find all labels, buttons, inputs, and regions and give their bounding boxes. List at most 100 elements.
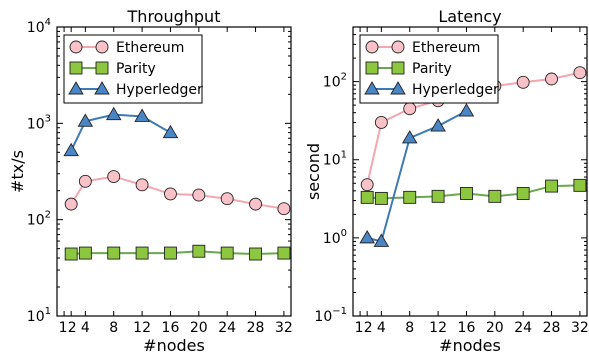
data-point-hyperledger [359,229,375,244]
data-point-ethereum [573,66,587,80]
y-tick-base: 10 [27,116,45,132]
x-tick-label-1: 12 [429,320,447,336]
x-tick-label-0: 28 [247,320,265,336]
chart-title-1: Latency [438,7,501,26]
data-point-parity [164,246,177,260]
legend-marker-ethereum [69,40,83,54]
data-point-parity [360,190,374,204]
legend-marker-parity [391,61,405,75]
y-axis-label-0: #tx/s [8,150,27,193]
legend-label-hyperledger: Hyperledger [116,82,203,98]
legend-label-ethereum: Ethereum [116,40,184,56]
data-point-ethereum [64,197,78,211]
y-tick-base: 10 [27,20,45,36]
data-point-ethereum [192,188,206,202]
y-tick-base: 10 [323,75,341,91]
x-tick-label-0: 2 [68,320,77,336]
x-tick-label-1: 8 [405,320,414,336]
x-axis-label-0: #nodes [143,336,205,354]
y-tick-label-1: 100 [323,228,347,247]
data-point-hyperledger [134,108,150,122]
y-tick-base: 10 [27,309,45,325]
data-point-hyperledger [430,118,446,132]
y-tick-label-1: 102 [323,72,347,91]
data-point-ethereum [164,187,177,201]
data-point-parity [431,189,445,203]
x-tick-label-0: 32 [275,320,293,336]
y-tick-exponent: 1 [45,306,51,317]
y-tick-exponent: −1 [332,306,347,317]
x-tick-label-1: 16 [458,320,476,336]
y-tick-base: 10 [323,231,341,247]
data-point-parity [277,246,291,260]
y-tick-exponent: 1 [341,150,347,161]
data-point-parity [107,246,121,260]
y-axis-label-1: second [304,143,323,200]
data-point-ethereum [78,174,92,188]
data-point-hyperledger [63,142,79,157]
data-point-hyperledger [105,106,122,121]
legend-marker-ethereum [365,40,379,54]
data-point-parity [64,247,78,261]
x-tick-label-1: 32 [571,320,589,336]
data-point-hyperledger [401,130,418,144]
x-tick-label-0: 8 [109,320,118,336]
data-point-ethereum [360,178,374,192]
legend-label-hyperledger: Hyperledger [412,82,499,98]
x-tick-label-0: 24 [218,320,236,336]
data-point-parity [192,244,206,258]
legend-label-parity: Parity [116,61,156,77]
legend-marker-hyperledger [364,81,380,95]
data-point-parity [78,246,92,260]
x-tick-label-0: 4 [81,320,90,336]
y-tick-label-0: 103 [27,113,51,132]
y-tick-base: 10 [314,309,332,325]
x-tick-label-0: 16 [162,320,180,336]
x-tick-label-1: 4 [377,320,386,336]
series-line-hyperledger [366,110,467,243]
data-point-parity [374,191,388,205]
x-tick-label-1: 2 [364,320,373,336]
legend-marker-ethereum [95,40,109,54]
data-point-ethereum [107,170,121,184]
data-point-ethereum [545,72,558,86]
y-tick-label-0: 102 [27,210,51,229]
y-tick-exponent: 2 [45,210,51,221]
legend-label-ethereum: Ethereum [412,40,480,56]
y-tick-exponent: 3 [45,113,51,124]
data-point-ethereum [135,178,149,192]
data-point-parity [220,246,234,260]
data-point-parity [545,179,558,193]
legend-marker-ethereum [391,40,405,54]
y-tick-base: 10 [27,213,45,229]
y-tick-exponent: 2 [341,72,347,83]
data-point-parity [403,190,417,204]
x-tick-label-1: 24 [514,320,532,336]
x-tick-label-1: 20 [486,320,504,336]
legend-marker-parity [95,61,109,75]
data-point-ethereum [403,102,417,116]
legend-marker-hyperledger [94,81,110,95]
legend-marker-hyperledger [68,81,84,95]
data-point-parity [488,189,502,203]
y-tick-label-0: 104 [27,17,51,36]
data-point-ethereum [277,202,291,216]
plot-frame-0 [56,26,292,317]
data-point-hyperledger [162,124,179,139]
data-point-hyperledger [458,103,475,117]
x-tick-label-0: 12 [133,320,151,336]
data-point-ethereum [249,197,262,211]
data-point-ethereum [374,116,388,129]
y-tick-base: 10 [323,153,341,169]
legend-marker-hyperledger [390,81,406,95]
data-point-ethereum [516,75,530,89]
x-axis-label-1: #nodes [439,336,501,354]
data-point-parity [573,178,587,192]
legend-marker-parity [69,61,83,75]
chart-title-0: Throughput [127,7,221,26]
y-tick-label-1: 101 [323,150,347,169]
data-point-parity [516,187,530,200]
data-point-hyperledger [77,113,94,127]
x-tick-label-0: 1 [59,320,68,336]
data-point-parity [249,247,262,261]
